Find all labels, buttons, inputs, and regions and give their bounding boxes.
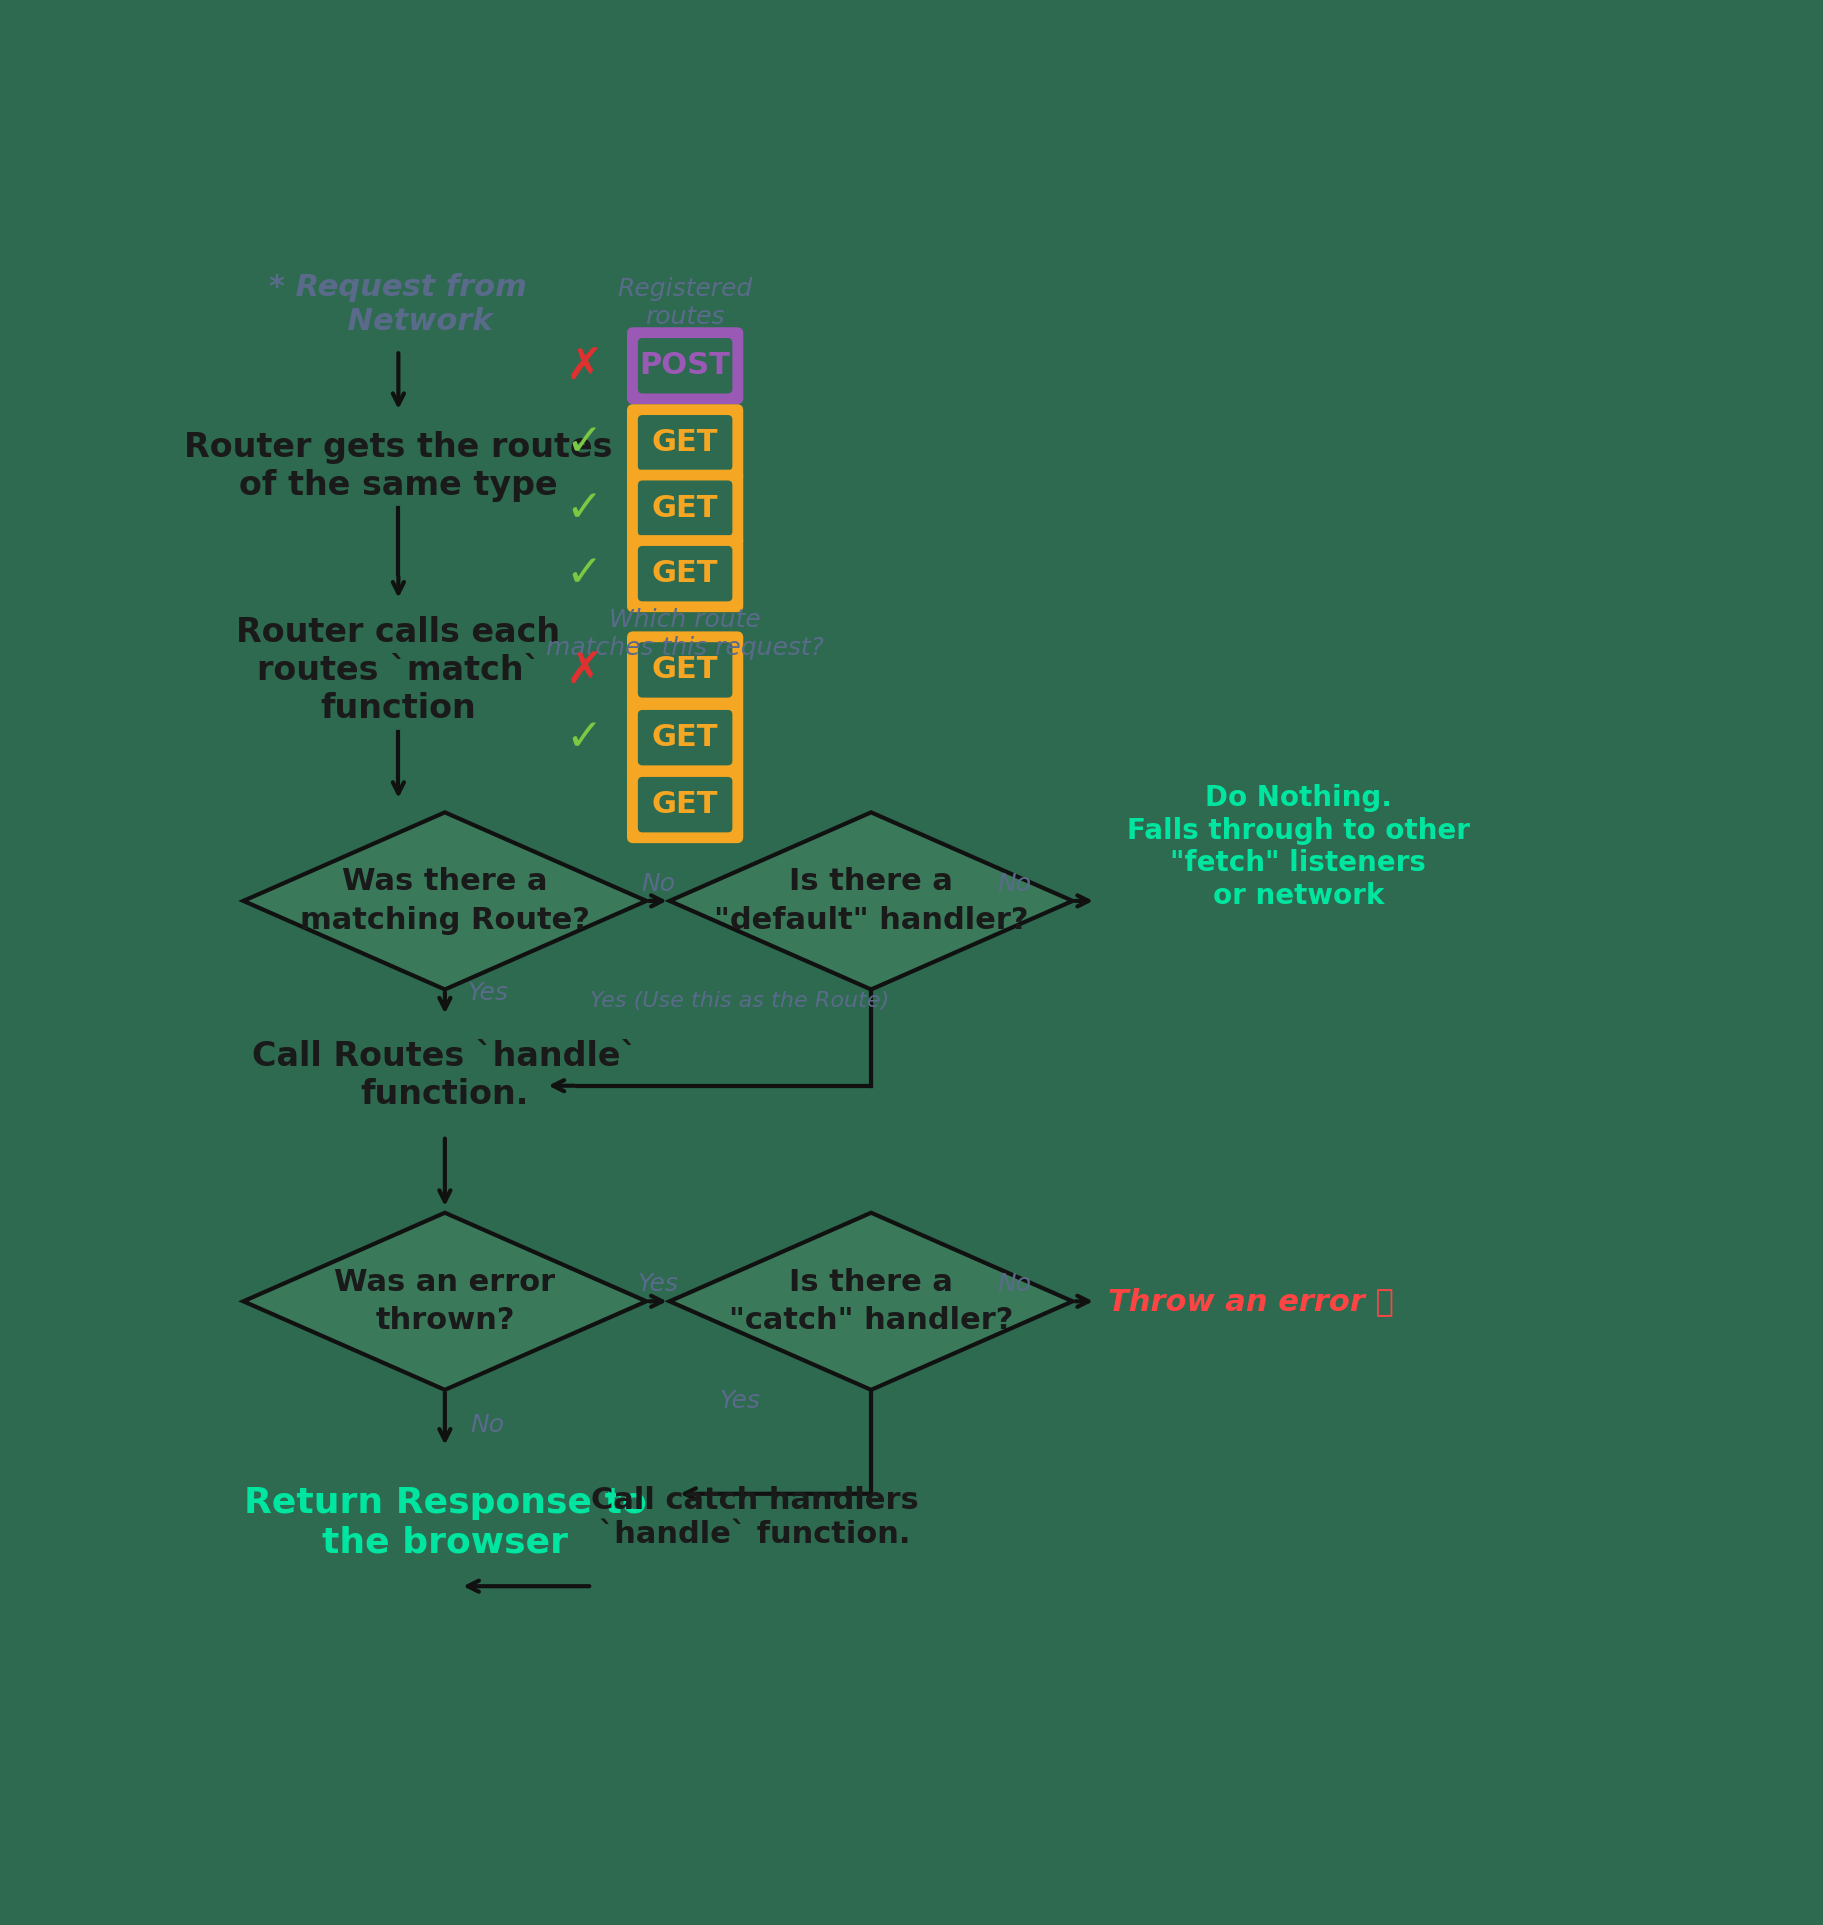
Text: ✓: ✓: [565, 716, 603, 758]
Text: GET: GET: [653, 654, 718, 685]
Text: Yes (Use this as the Route): Yes (Use this as the Route): [591, 991, 890, 1011]
FancyBboxPatch shape: [638, 778, 733, 832]
Text: Yes: Yes: [638, 1272, 678, 1296]
Text: * Request from
    Network: * Request from Network: [270, 273, 527, 337]
Text: Is there a
"default" handler?: Is there a "default" handler?: [715, 868, 1028, 934]
Text: No: No: [642, 872, 675, 895]
Text: GET: GET: [653, 789, 718, 820]
Polygon shape: [244, 1213, 647, 1390]
Text: ✓: ✓: [565, 487, 603, 529]
Text: POST: POST: [640, 350, 731, 381]
FancyBboxPatch shape: [638, 710, 733, 766]
FancyBboxPatch shape: [627, 535, 744, 612]
Text: No: No: [997, 872, 1032, 895]
Polygon shape: [244, 812, 647, 989]
Text: Call Routes `handle`
function.: Call Routes `handle` function.: [252, 1040, 638, 1111]
Text: GET: GET: [653, 724, 718, 753]
FancyBboxPatch shape: [638, 416, 733, 470]
Text: Router gets the routes
of the same type: Router gets the routes of the same type: [184, 431, 613, 502]
Polygon shape: [669, 1213, 1072, 1390]
FancyBboxPatch shape: [627, 327, 744, 404]
Text: GET: GET: [653, 558, 718, 589]
Text: Call catch handlers
`handle` function.: Call catch handlers `handle` function.: [591, 1486, 919, 1550]
FancyBboxPatch shape: [638, 643, 733, 697]
Text: Was there a
matching Route?: Was there a matching Route?: [301, 868, 591, 934]
Text: Is there a
"catch" handler?: Is there a "catch" handler?: [729, 1269, 1014, 1334]
FancyBboxPatch shape: [638, 547, 733, 601]
Text: Yes: Yes: [467, 982, 509, 1005]
Text: Router calls each
routes `match`
function: Router calls each routes `match` functio…: [237, 616, 560, 726]
Text: GET: GET: [653, 493, 718, 524]
FancyBboxPatch shape: [638, 339, 733, 393]
Text: ✓: ✓: [565, 422, 603, 464]
Text: Throw an error 💀: Throw an error 💀: [1108, 1286, 1393, 1317]
FancyBboxPatch shape: [638, 481, 733, 535]
Text: ✓: ✓: [565, 552, 603, 595]
Text: Was an error
thrown?: Was an error thrown?: [334, 1269, 556, 1334]
Text: Which route
matches this request?: Which route matches this request?: [547, 608, 824, 660]
Text: ✗: ✗: [565, 649, 603, 691]
Text: Yes: Yes: [718, 1390, 760, 1413]
Text: GET: GET: [653, 427, 718, 458]
Text: Do Nothing.
Falls through to other
"fetch" listeners
or network: Do Nothing. Falls through to other "fetc…: [1127, 783, 1469, 911]
FancyBboxPatch shape: [627, 631, 744, 708]
FancyBboxPatch shape: [627, 766, 744, 843]
Text: Return Response to
the browser: Return Response to the browser: [244, 1486, 645, 1559]
FancyBboxPatch shape: [627, 699, 744, 776]
Text: ✗: ✗: [565, 345, 603, 387]
Polygon shape: [669, 812, 1072, 989]
FancyBboxPatch shape: [627, 404, 744, 481]
FancyBboxPatch shape: [627, 470, 744, 547]
Text: No: No: [997, 1272, 1032, 1296]
Text: No: No: [470, 1413, 505, 1436]
Text: Registered
routes: Registered routes: [618, 277, 753, 329]
